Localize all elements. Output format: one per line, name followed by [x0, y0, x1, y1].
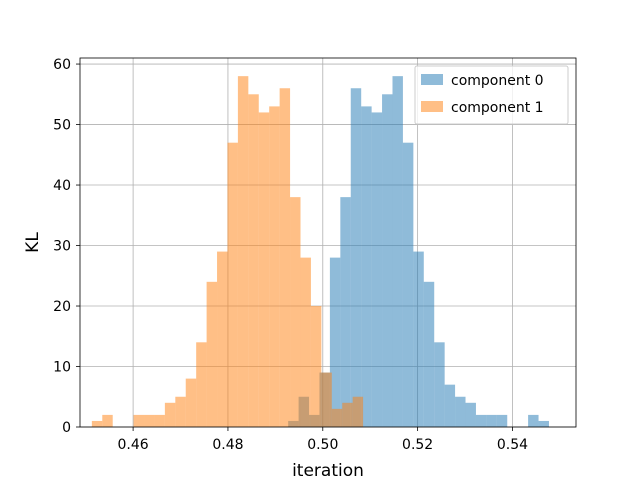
histogram-bar-series-0	[371, 112, 383, 427]
histogram-bar-series-0	[382, 94, 393, 428]
y-axis-label: KL	[23, 232, 43, 253]
histogram-bar-series-1	[164, 402, 176, 427]
legend-label: component 0	[451, 73, 544, 89]
histogram-bar-series-1	[102, 414, 113, 427]
histogram-bar-series-1	[279, 88, 291, 427]
histogram-bars	[91, 76, 549, 428]
histogram-bar-series-0	[329, 257, 341, 427]
axis-ticks: 0.46 0.48 0.50 0.52 0.54 0 10 20 30 40 50 60	[53, 57, 528, 453]
histogram-bar-series-0	[402, 142, 414, 427]
histogram-bar-series-1	[300, 257, 311, 427]
legend: component 0 component 1	[414, 65, 569, 125]
histogram-bar-series-1	[310, 306, 322, 427]
y-tick-label: 60	[53, 57, 71, 73]
y-tick-label: 10	[53, 360, 71, 376]
histogram-bar-series-1	[248, 94, 259, 428]
x-axis-label: iteration	[292, 461, 364, 480]
x-tick-label: 0.46	[118, 437, 149, 453]
histogram-bar-series-0	[475, 414, 487, 427]
histogram-bar-series-0	[340, 197, 351, 427]
histogram-bar-series-1	[154, 414, 165, 427]
legend-swatch	[421, 101, 443, 112]
y-tick-label: 40	[53, 178, 71, 194]
histogram-bar-series-1	[237, 76, 249, 428]
histogram-bar-series-1	[175, 396, 186, 427]
histogram-bar-series-0	[434, 342, 445, 427]
histogram-bar-series-1	[290, 197, 301, 427]
histogram-bar-series-1	[342, 402, 353, 427]
histogram-bar-series-1	[352, 396, 364, 427]
histogram-bar-series-0	[455, 396, 466, 427]
histogram-bar-series-0	[423, 281, 435, 427]
histogram-bar-series-1	[217, 251, 228, 427]
histogram-bar-series-1	[206, 281, 218, 427]
plot-area-frame	[79, 57, 577, 428]
legend-frame	[414, 65, 569, 125]
x-tick-label: 0.50	[307, 437, 338, 453]
x-tick-label: 0.54	[497, 437, 528, 453]
histogram-bar-series-0	[538, 420, 549, 427]
y-tick-label: 0	[62, 420, 71, 436]
histogram-bar-series-1	[133, 414, 145, 427]
histogram-bar-series-1	[227, 142, 238, 427]
x-tick-label: 0.48	[212, 437, 243, 453]
histogram-bar-series-1	[91, 420, 103, 427]
histogram-bar-series-0	[528, 414, 539, 427]
histogram-bar-series-1	[321, 372, 332, 427]
histogram-bar-series-1	[144, 414, 155, 427]
histogram-bar-series-0	[361, 106, 372, 428]
histogram-bar-series-0	[496, 414, 508, 427]
legend-label: component 1	[451, 100, 544, 116]
legend-swatch	[421, 74, 443, 85]
histogram-bar-series-1	[185, 378, 197, 427]
histogram-bar-series-0	[444, 384, 456, 427]
histogram-bar-series-1	[196, 342, 207, 427]
histogram-bar-series-1	[331, 408, 343, 427]
y-tick-label: 30	[53, 239, 71, 255]
histogram-bar-series-0	[465, 402, 476, 427]
histogram-bar-series-1	[258, 112, 270, 427]
histogram-bar-series-1	[269, 106, 280, 428]
histogram-bar-series-0	[392, 76, 403, 428]
y-tick-label: 50	[53, 118, 71, 134]
histogram-bar-series-0	[350, 88, 362, 427]
y-tick-label: 20	[53, 299, 71, 315]
histogram-bar-series-0	[413, 251, 424, 427]
x-tick-label: 0.52	[402, 437, 433, 453]
histogram-bar-series-0	[486, 414, 497, 427]
